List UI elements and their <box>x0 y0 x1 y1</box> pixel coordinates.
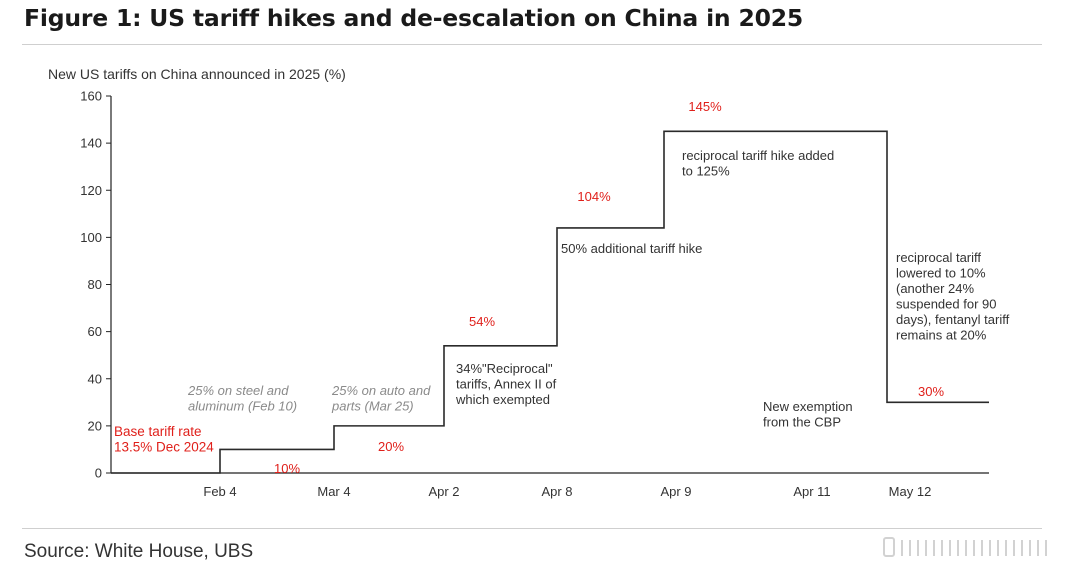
annotation-line: reciprocal tariff <box>896 250 981 265</box>
y-tick-label: 0 <box>95 466 102 481</box>
annotation-mar4-val: 20% <box>378 439 404 454</box>
annotation-apr2-val: 54% <box>469 314 495 329</box>
x-tick-label: Mar 4 <box>317 484 350 499</box>
annotation-line: suspended for 90 <box>896 297 996 312</box>
y-tick-label: 60 <box>88 324 102 339</box>
title-divider <box>22 44 1042 45</box>
y-axis-label: New US tariffs on China announced in 202… <box>48 66 346 82</box>
annotation-line: tariffs, Annex II of <box>456 377 557 392</box>
y-tick-label: 20 <box>88 418 102 433</box>
annotation-auto: 25% on auto and parts (Mar 25) <box>331 383 431 414</box>
x-tick-label: Feb 4 <box>203 484 236 499</box>
y-tick-label: 100 <box>80 230 102 245</box>
annotation-line: New exemption <box>763 399 853 414</box>
tariff-step-line <box>111 130 989 474</box>
source-note: Source: White House, UBS <box>24 541 254 562</box>
annotation-line: reciprocal tariff hike added <box>682 148 834 163</box>
y-tick-label: 160 <box>80 89 102 104</box>
annotation-fifty: 50% additional tariff hike <box>561 241 702 256</box>
annotation-line: 25% on steel and <box>187 383 289 398</box>
annotation-line: 54% <box>469 314 495 329</box>
annotation-line: 25% on auto and <box>331 383 431 398</box>
annotation-line: aluminum (Feb 10) <box>188 399 297 414</box>
annotation-recip125: reciprocal tariff hike added to 125% <box>682 148 834 179</box>
annotation-line: from the CBP <box>763 415 841 430</box>
y-tick-label: 120 <box>80 183 102 198</box>
page-title: Figure 1: US tariff hikes and de-escalat… <box>24 4 804 32</box>
annotation-line: (another 24% <box>896 281 974 296</box>
x-tick-label: Apr 8 <box>541 484 572 499</box>
annotation-may12-val: 30% <box>918 384 944 399</box>
series <box>111 130 989 474</box>
annotation-apr8-val: 104% <box>577 189 611 204</box>
x-tick-label: Apr 9 <box>660 484 691 499</box>
y-tick-label: 40 <box>88 371 102 386</box>
y-tick-label: 80 <box>88 277 102 292</box>
watermark-icon <box>883 537 1047 557</box>
annotation-reciprocal: 34%"Reciprocal" tariffs, Annex II of which… <box>455 361 557 407</box>
annotation-steel: 25% on steel and aluminum (Feb 10) <box>187 383 297 414</box>
x-tick-label: Apr 11 <box>793 484 830 499</box>
annotation-line: Base tariff rate <box>114 424 202 439</box>
annotations: Base tariff rate 13.5% Dec 2024 10% 20% 54% 1… <box>114 99 1010 476</box>
x-axis: Feb 4 Mar 4 Apr 2 Apr 8 Apr 9 Apr 11 May 12 <box>111 472 989 499</box>
annotation-line: 20% <box>378 439 404 454</box>
annotation-lowered: reciprocal tariff lowered to 10% (another … <box>896 250 1010 343</box>
annotation-line: 50% additional tariff hike <box>561 241 702 256</box>
annotation-line: to 125% <box>682 164 730 179</box>
tariff-step-chart: 0 20 40 60 80 100 120 140 160 Feb 4 Mar 4 Apr 2 Apr… <box>48 66 1010 499</box>
annotation-line: days), fentanyl tariff <box>896 312 1010 327</box>
x-tick-label: Apr 2 <box>428 484 459 499</box>
x-tick-label: May 12 <box>889 484 932 499</box>
y-axis: 0 20 40 60 80 100 120 140 160 <box>80 89 112 481</box>
annotation-line: 10% <box>274 461 300 476</box>
annotation-line: remains at 20% <box>896 328 987 343</box>
source-divider <box>22 528 1042 529</box>
annotation-line: 34%"Reciprocal" <box>456 361 553 376</box>
annotation-line: parts (Mar 25) <box>331 399 414 414</box>
annotation-feb4-val: 10% <box>274 461 300 476</box>
annotation-line: 145% <box>688 99 722 114</box>
annotation-line: 30% <box>918 384 944 399</box>
annotation-line: 104% <box>577 189 611 204</box>
annotation-line: which exempted <box>455 392 550 407</box>
annotation-line: 13.5% Dec 2024 <box>114 440 214 455</box>
annotation-apr9-val: 145% <box>688 99 722 114</box>
annotation-line: lowered to 10% <box>896 266 986 281</box>
annotation-cbp: New exemption from the CBP <box>763 399 853 430</box>
y-tick-label: 140 <box>80 136 102 151</box>
annotation-base: Base tariff rate 13.5% Dec 2024 <box>114 424 214 455</box>
